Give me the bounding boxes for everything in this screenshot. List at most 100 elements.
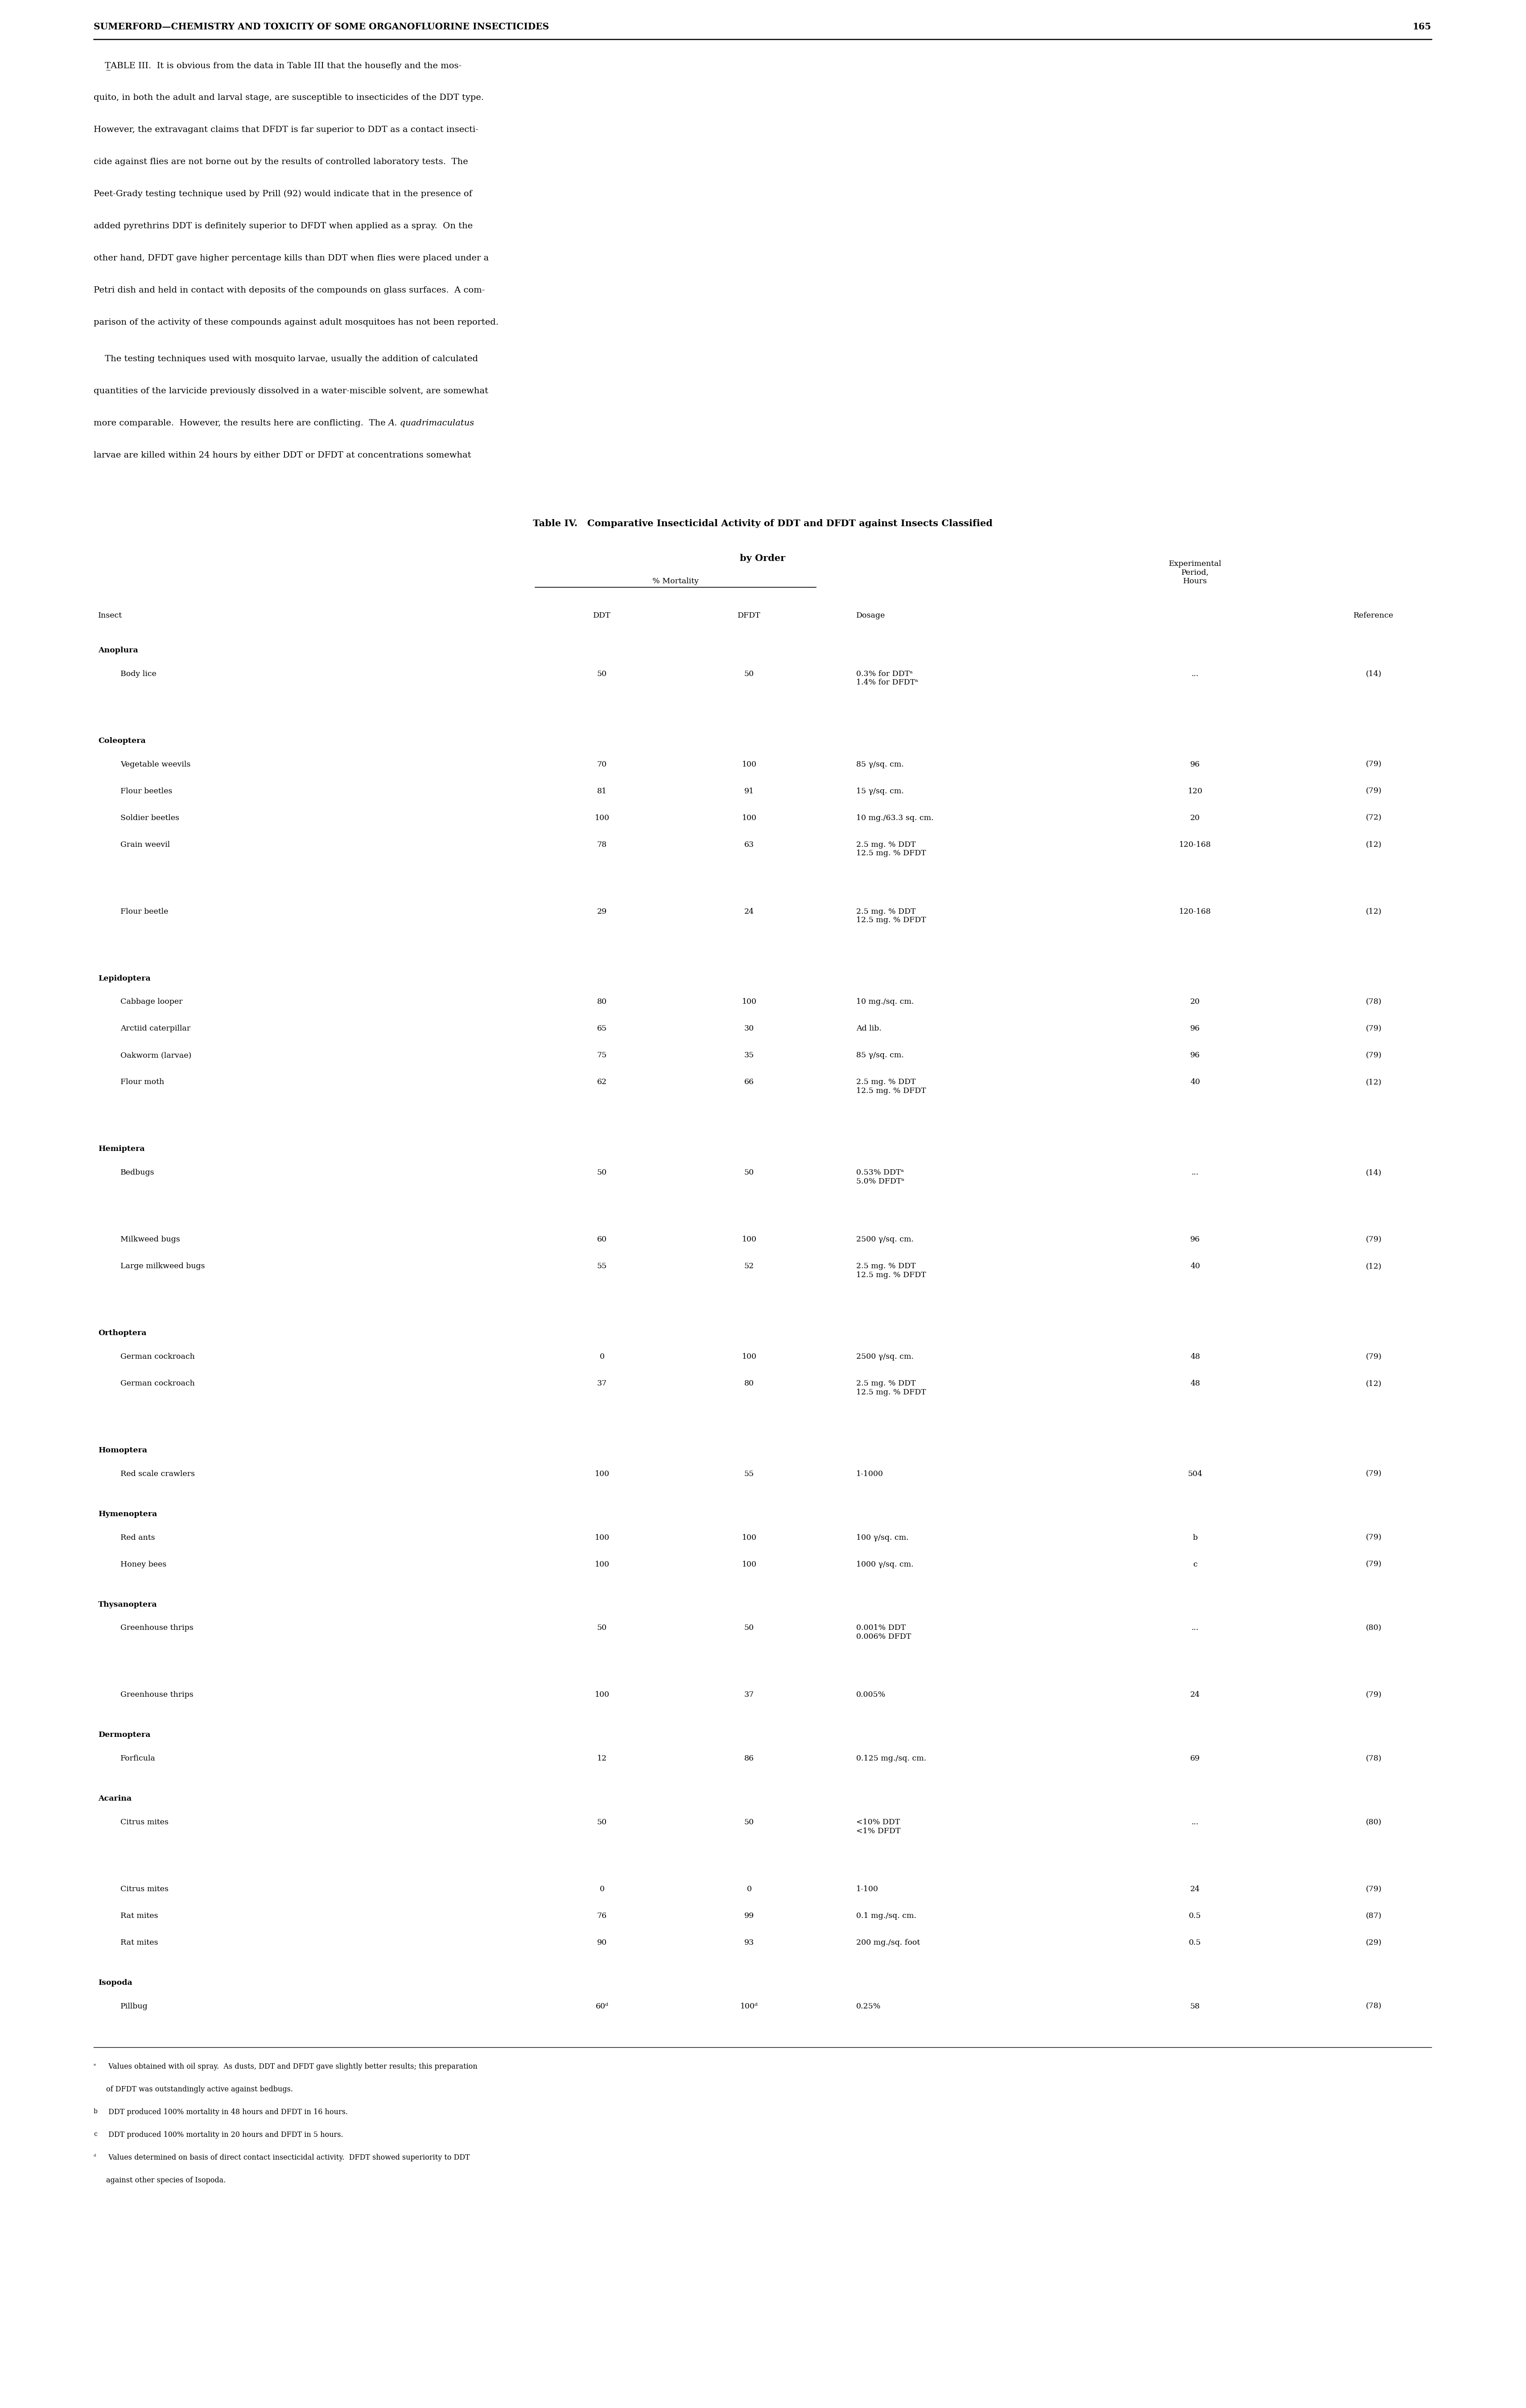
Text: 35: 35	[745, 1052, 754, 1060]
Text: 0: 0	[746, 1885, 751, 1893]
Text: Values obtained with oil spray.  As dusts, DDT and DFDT gave slightly better res: Values obtained with oil spray. As dusts…	[107, 2064, 478, 2071]
Text: <10% DDT
<1% DFDT: <10% DDT <1% DFDT	[856, 1818, 900, 1835]
Text: 50: 50	[597, 1625, 607, 1633]
Text: 2.5 mg. % DDT
12.5 mg. % DFDT: 2.5 mg. % DDT 12.5 mg. % DFDT	[856, 908, 926, 925]
Text: 24: 24	[745, 908, 754, 915]
Text: 12: 12	[597, 1755, 607, 1763]
Text: other hand, DFDT gave higher percentage kills than DDT when flies were placed un: other hand, DFDT gave higher percentage …	[93, 255, 488, 262]
Text: Greenhouse thrips: Greenhouse thrips	[121, 1690, 194, 1698]
Text: Table IV.   Comparative Insecticidal Activity of DDT and DFDT against Insects Cl: Table IV. Comparative Insecticidal Activ…	[533, 520, 992, 527]
Text: 40: 40	[1190, 1262, 1199, 1269]
Text: against other species of Isopoda.: against other species of Isopoda.	[107, 2177, 226, 2184]
Text: ᵃ: ᵃ	[93, 2064, 96, 2068]
Text: Hemiptera: Hemiptera	[98, 1146, 145, 1153]
Text: Flour beetle: Flour beetle	[121, 908, 168, 915]
Text: Dosage: Dosage	[856, 612, 885, 619]
Text: 50: 50	[745, 669, 754, 677]
Text: 100: 100	[742, 761, 757, 768]
Text: Flour beetles: Flour beetles	[121, 787, 172, 795]
Text: 0.3% for DDTᵃ
1.4% for DFDTᵃ: 0.3% for DDTᵃ 1.4% for DFDTᵃ	[856, 669, 917, 686]
Text: 10 mg./63.3 sq. cm.: 10 mg./63.3 sq. cm.	[856, 814, 934, 821]
Text: parison of the activity of these compounds against adult mosquitoes has not been: parison of the activity of these compoun…	[93, 318, 499, 327]
Text: 100: 100	[742, 1353, 757, 1361]
Text: 48: 48	[1190, 1380, 1199, 1387]
Text: Honey bees: Honey bees	[121, 1560, 166, 1568]
Text: 50: 50	[745, 1625, 754, 1633]
Text: 37: 37	[597, 1380, 607, 1387]
Text: Bedbugs: Bedbugs	[121, 1168, 154, 1178]
Text: 24: 24	[1190, 1885, 1199, 1893]
Text: (80): (80)	[1366, 1818, 1381, 1825]
Text: 85 γ/sq. cm.: 85 γ/sq. cm.	[856, 761, 903, 768]
Text: 2.5 mg. % DDT
12.5 mg. % DFDT: 2.5 mg. % DDT 12.5 mg. % DFDT	[856, 1380, 926, 1397]
Text: 15 γ/sq. cm.: 15 γ/sq. cm.	[856, 787, 903, 795]
Text: 93: 93	[745, 1938, 754, 1946]
Text: 100 γ/sq. cm.: 100 γ/sq. cm.	[856, 1534, 908, 1541]
Text: Arctiid caterpillar: Arctiid caterpillar	[121, 1026, 191, 1033]
Text: (79): (79)	[1366, 1534, 1381, 1541]
Text: 100: 100	[595, 1560, 609, 1568]
Text: 91: 91	[745, 787, 754, 795]
Text: 10 mg./sq. cm.: 10 mg./sq. cm.	[856, 999, 914, 1007]
Text: 40: 40	[1190, 1079, 1199, 1086]
Text: 50: 50	[597, 669, 607, 677]
Text: by Order: by Order	[740, 554, 784, 563]
Text: 200 mg./sq. foot: 200 mg./sq. foot	[856, 1938, 920, 1946]
Text: The testing techniques used with mosquito larvae, usually the addition of calcul: The testing techniques used with mosquit…	[93, 354, 478, 364]
Text: 50: 50	[745, 1818, 754, 1825]
Text: 120-168: 120-168	[1178, 840, 1210, 848]
Text: 0.125 mg./sq. cm.: 0.125 mg./sq. cm.	[856, 1755, 926, 1763]
Text: German cockroach: German cockroach	[121, 1353, 195, 1361]
Text: 63: 63	[745, 840, 754, 848]
Text: Body lice: Body lice	[121, 669, 156, 677]
Text: (79): (79)	[1366, 1560, 1381, 1568]
Text: Red ants: Red ants	[121, 1534, 156, 1541]
Text: 96: 96	[1190, 1052, 1199, 1060]
Text: 80: 80	[745, 1380, 754, 1387]
Text: (78): (78)	[1366, 999, 1381, 1007]
Text: 100: 100	[595, 1690, 609, 1698]
Text: 50: 50	[597, 1818, 607, 1825]
Text: 86: 86	[745, 1755, 754, 1763]
Text: Acarina: Acarina	[98, 1794, 131, 1804]
Text: (79): (79)	[1366, 1690, 1381, 1698]
Text: 100: 100	[595, 1471, 609, 1479]
Text: However, the extravagant claims that DFDT is far superior to DDT as a contact in: However, the extravagant claims that DFD…	[93, 125, 478, 135]
Text: 20: 20	[1190, 814, 1199, 821]
Text: 0: 0	[600, 1353, 604, 1361]
Text: Homoptera: Homoptera	[98, 1447, 146, 1454]
Text: SUMERFORD—CHEMISTRY AND TOXICITY OF SOME ORGANOFLUORINE INSECTICIDES: SUMERFORD—CHEMISTRY AND TOXICITY OF SOME…	[93, 22, 549, 31]
Text: 55: 55	[597, 1262, 607, 1269]
Text: A. quadrimaculatus: A. quadrimaculatus	[388, 419, 475, 426]
Text: (14): (14)	[1366, 669, 1381, 677]
Text: 2.5 mg. % DDT
12.5 mg. % DFDT: 2.5 mg. % DDT 12.5 mg. % DFDT	[856, 1079, 926, 1096]
Text: DDT produced 100% mortality in 48 hours and DFDT in 16 hours.: DDT produced 100% mortality in 48 hours …	[107, 2109, 348, 2117]
Text: Vegetable weevils: Vegetable weevils	[121, 761, 191, 768]
Text: 78: 78	[597, 840, 607, 848]
Text: 0.005%: 0.005%	[856, 1690, 885, 1698]
Text: Ad lib.: Ad lib.	[856, 1026, 881, 1033]
Text: (79): (79)	[1366, 787, 1381, 795]
Text: Coleoptera: Coleoptera	[98, 737, 145, 744]
Text: 99: 99	[745, 1912, 754, 1919]
Text: (87): (87)	[1366, 1912, 1381, 1919]
Text: Flour moth: Flour moth	[121, 1079, 165, 1086]
Text: 1-1000: 1-1000	[856, 1471, 884, 1479]
Text: 120-168: 120-168	[1178, 908, 1210, 915]
Text: 2500 γ/sq. cm.: 2500 γ/sq. cm.	[856, 1353, 914, 1361]
Text: 0.1 mg./sq. cm.: 0.1 mg./sq. cm.	[856, 1912, 916, 1919]
Text: 100ᵈ: 100ᵈ	[740, 2003, 758, 2011]
Text: Grain weevil: Grain weevil	[121, 840, 169, 848]
Text: Insect: Insect	[98, 612, 122, 619]
Text: 69: 69	[1190, 1755, 1199, 1763]
Text: Peet-Grady testing technique used by Prill (92) would indicate that in the prese: Peet-Grady testing technique used by Pri…	[93, 190, 472, 197]
Text: 100: 100	[742, 1235, 757, 1243]
Text: 2.5 mg. % DDT
12.5 mg. % DFDT: 2.5 mg. % DDT 12.5 mg. % DFDT	[856, 1262, 926, 1279]
Text: Petri dish and held in contact with deposits of the compounds on glass surfaces.: Petri dish and held in contact with depo…	[93, 287, 485, 294]
Text: quito, in both the adult and larval stage, are susceptible to insecticides of th: quito, in both the adult and larval stag…	[93, 94, 484, 101]
Text: ᵈ: ᵈ	[93, 2153, 96, 2160]
Text: T̲ABLE III.  It is obvious from the data in Table III that the housefly and the : T̲ABLE III. It is obvious from the data …	[93, 63, 461, 70]
Text: (79): (79)	[1366, 761, 1381, 768]
Text: 30: 30	[745, 1026, 754, 1033]
Text: Red scale crawlers: Red scale crawlers	[121, 1471, 195, 1479]
